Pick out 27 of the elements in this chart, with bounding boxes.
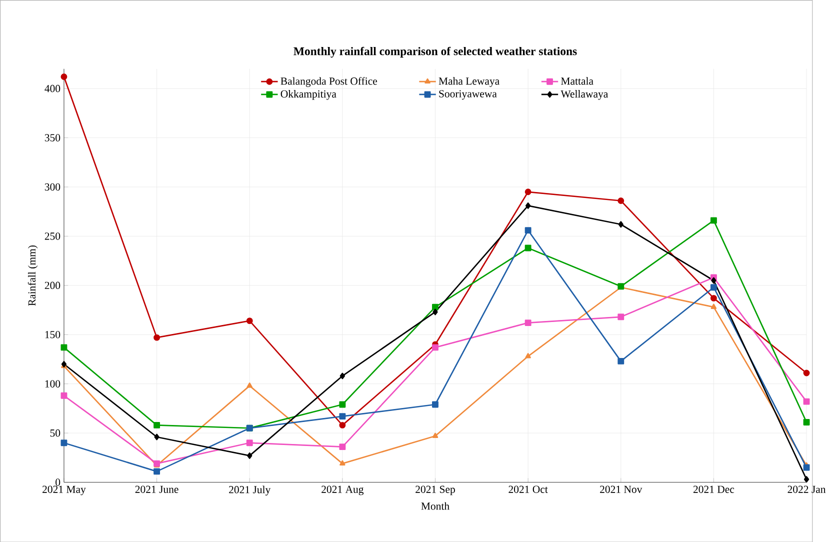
y-tick-label: 100 bbox=[45, 380, 60, 388]
y-axis-title: Rainfall (mm) bbox=[28, 245, 38, 306]
x-tick-label: 2021 July bbox=[229, 486, 271, 496]
y-tick-label: 0 bbox=[56, 478, 60, 486]
legend-label: Mattala bbox=[561, 77, 594, 85]
chart-title: Monthly rainfall comparison of selected weather stations bbox=[294, 46, 577, 58]
x-tick-label: 2022 Jan bbox=[788, 486, 826, 493]
legend-label: Balangoda Post Office bbox=[280, 76, 378, 87]
x-tick-label: 2021 May bbox=[42, 486, 86, 496]
x-tick-label: 2021 Oct bbox=[508, 486, 548, 493]
y-tick-label: 200 bbox=[44, 282, 60, 289]
y-tick-label: 300 bbox=[44, 183, 60, 190]
y-tick-label: 150 bbox=[45, 330, 60, 338]
x-tick-label: 2021 Sep bbox=[416, 486, 455, 495]
x-tick-label: 2021 Nov bbox=[600, 486, 642, 493]
legend-label: Maha Lewaya bbox=[438, 77, 500, 87]
y-tick-label: 50 bbox=[50, 429, 60, 437]
y-tick-label: 350 bbox=[44, 134, 60, 142]
x-axis-title: Month bbox=[421, 502, 450, 510]
y-tick-label: 250 bbox=[44, 232, 60, 240]
x-tick-label: 2021 June bbox=[135, 486, 178, 493]
y-tick-label: 400 bbox=[44, 84, 60, 92]
legend-label: Wellawaya bbox=[560, 90, 608, 100]
legend-label: Okkampitiya bbox=[280, 90, 336, 100]
x-tick-label: 2021 Aug bbox=[322, 486, 364, 496]
x-tick-label: 2021 Dec bbox=[693, 486, 734, 493]
legend-label: Sooriyawewa bbox=[439, 90, 497, 100]
